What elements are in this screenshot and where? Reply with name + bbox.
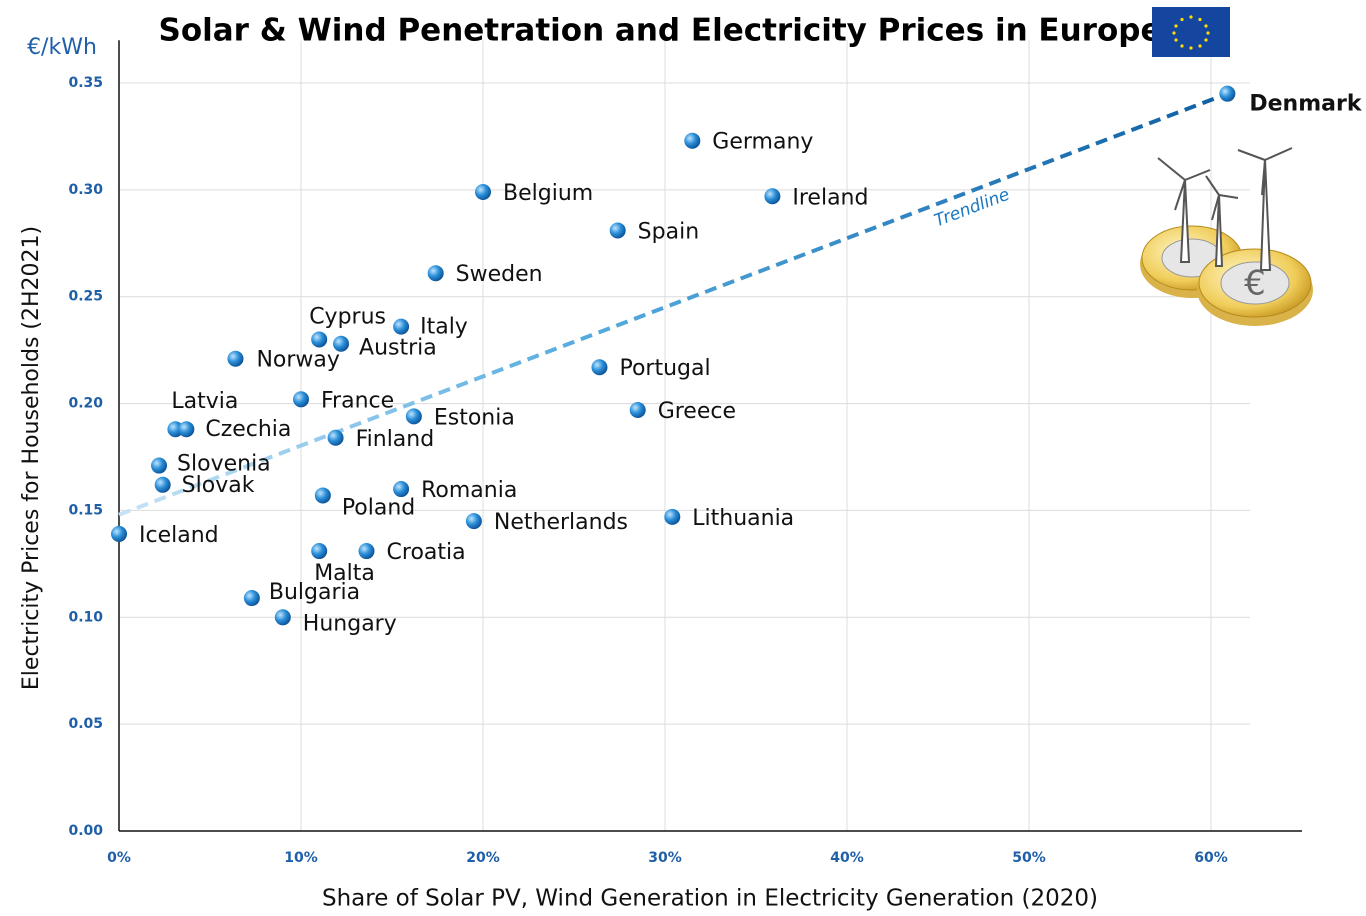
point-label: Iceland: [139, 523, 219, 548]
data-point: [630, 402, 646, 418]
point-label: Sweden: [456, 262, 543, 287]
data-point: [591, 359, 607, 375]
point-label: Greece: [658, 399, 736, 424]
data-point: [244, 590, 260, 606]
data-point: [111, 526, 127, 542]
point-label: Ireland: [792, 185, 868, 210]
point-label: Finland: [356, 427, 435, 452]
data-point: [428, 265, 444, 281]
point-label: Estonia: [434, 405, 515, 430]
data-point: [359, 543, 375, 559]
y-axis-title: Electricity Prices for Households (2H202…: [19, 226, 44, 690]
data-point: [764, 188, 780, 204]
data-point: [466, 513, 482, 529]
x-tick-label: 10%: [284, 850, 318, 866]
point-label: Slovak: [182, 473, 255, 498]
point-label: Latvia: [171, 389, 238, 414]
point-label: Norway: [256, 348, 339, 373]
data-point: [684, 133, 700, 149]
point-label: Poland: [342, 495, 415, 520]
point-label: Croatia: [387, 540, 466, 565]
eu-flag: [1152, 7, 1230, 57]
point-label: Belgium: [503, 181, 593, 206]
y-unit: €/kWh: [27, 35, 97, 60]
data-point: [393, 319, 409, 335]
y-tick-label: 0.30: [68, 182, 103, 198]
chart: Solar & Wind Penetration and Electricity…: [0, 0, 1366, 916]
point-label: France: [321, 388, 394, 413]
data-point: [293, 391, 309, 407]
y-tick-label: 0.35: [68, 75, 103, 91]
y-tick-label: 0.15: [68, 502, 103, 518]
point-label: Netherlands: [494, 510, 628, 535]
data-point: [610, 222, 626, 238]
point-label: Lithuania: [692, 506, 794, 531]
point-label: Bulgaria: [269, 580, 360, 605]
point-label: Denmark: [1249, 92, 1362, 117]
x-tick-label: 60%: [1194, 850, 1228, 866]
point-label: Hungary: [303, 611, 397, 636]
x-tick-label: 0%: [107, 850, 131, 866]
data-point: [155, 477, 171, 493]
data-point: [275, 609, 291, 625]
x-tick-label: 30%: [648, 850, 682, 866]
y-tick-label: 0.00: [68, 823, 103, 839]
y-tick-label: 0.25: [68, 289, 103, 305]
x-tick-label: 20%: [466, 850, 500, 866]
data-point: [406, 408, 422, 424]
data-point: [315, 487, 331, 503]
y-tick-label: 0.05: [68, 716, 103, 732]
data-point: [1219, 86, 1235, 102]
x-axis-title: Share of Solar PV, Wind Generation in El…: [322, 886, 1098, 912]
point-label: Portugal: [619, 356, 710, 381]
chart-title: Solar & Wind Penetration and Electricity…: [159, 13, 1162, 49]
data-point: [475, 184, 491, 200]
point-label: Cyprus: [309, 304, 386, 329]
x-tick-label: 40%: [830, 850, 864, 866]
data-point: [227, 351, 243, 367]
data-point: [328, 430, 344, 446]
point-label: Czechia: [205, 417, 291, 442]
point-label: Romania: [421, 478, 517, 503]
trendline: [119, 94, 1227, 515]
x-tick-label: 50%: [1012, 850, 1046, 866]
data-point: [178, 421, 194, 437]
wind-coins-icon: €: [1140, 148, 1313, 326]
data-point: [151, 458, 167, 474]
data-point: [311, 331, 327, 347]
data-point: [311, 543, 327, 559]
point-label: Austria: [359, 336, 437, 361]
point-label: Germany: [712, 130, 813, 155]
point-label: Spain: [638, 219, 699, 244]
y-tick-label: 0.20: [68, 396, 103, 412]
y-tick-label: 0.10: [68, 609, 103, 625]
data-point: [664, 509, 680, 525]
